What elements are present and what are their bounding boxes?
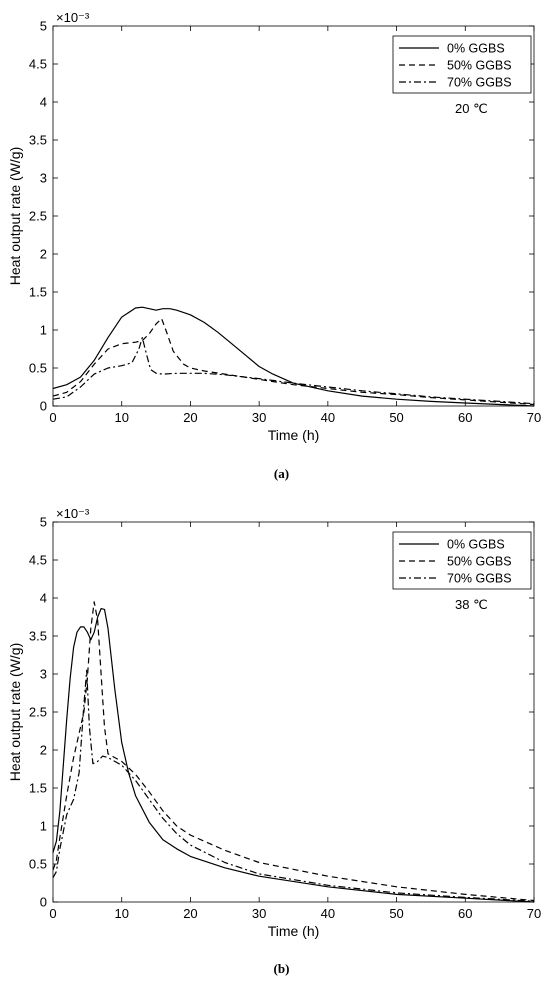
- y-tick-label: 0: [40, 399, 47, 414]
- y-tick-label: 0: [40, 895, 47, 910]
- y-tick-label: 2: [40, 743, 47, 758]
- x-tick-label: 60: [458, 410, 472, 425]
- temperature-annotation: 38 ℃: [455, 597, 488, 612]
- series-line: [52, 337, 535, 405]
- series-line: [52, 601, 535, 902]
- x-tick-label: 50: [389, 410, 403, 425]
- y-axis-label: Heat output rate (W/g): [7, 147, 23, 286]
- x-tick-label: 70: [527, 906, 541, 921]
- legend-box: [392, 531, 532, 590]
- y-tick-label: 4: [40, 591, 47, 606]
- x-tick-label: 60: [458, 906, 472, 921]
- panel-caption: (b): [274, 961, 290, 976]
- x-tick-label: 10: [114, 906, 128, 921]
- legend-entry-label: 0% GGBS: [447, 538, 505, 552]
- x-tick-label: 70: [527, 410, 541, 425]
- x-tick-label: 50: [389, 906, 403, 921]
- y-tick-label: 0.5: [29, 361, 47, 376]
- x-tick-label: 40: [321, 906, 335, 921]
- x-tick-label: 0: [49, 410, 56, 425]
- y-tick-label: 4.5: [29, 57, 47, 72]
- x-tick-label: 10: [114, 410, 128, 425]
- y-axis-label: Heat output rate (W/g): [7, 643, 23, 782]
- x-tick-label: 20: [183, 410, 197, 425]
- exponent-label: ×10⁻³: [56, 506, 90, 521]
- series-line: [52, 669, 535, 902]
- exponent-label: ×10⁻³: [56, 10, 90, 25]
- y-tick-label: 5: [40, 515, 47, 530]
- y-tick-label: 3: [40, 667, 47, 682]
- y-tick-label: 2.5: [29, 209, 47, 224]
- chart-panel: 0 10 20 30 40 50 60 70 0 0.5 1 1.5 2 2.5 3 3.5 4 4.5 5 ×10⁻…: [7, 10, 541, 481]
- panel-caption: (a): [274, 466, 289, 481]
- y-tick-label: 1.5: [29, 781, 47, 796]
- x-tick-label: 0: [49, 906, 56, 921]
- y-tick-label: 1: [40, 323, 47, 338]
- temperature-annotation: 20 ℃: [455, 101, 488, 116]
- y-tick-label: 2.5: [29, 705, 47, 720]
- y-tick-label: 4.5: [29, 553, 47, 568]
- y-tick-label: 1.5: [29, 285, 47, 300]
- x-tick-label: 40: [321, 410, 335, 425]
- legend: 0% GGBS 50% GGBS 70% GGBS: [392, 35, 532, 94]
- legend-box: [392, 35, 532, 94]
- x-tick-label: 20: [183, 906, 197, 921]
- y-tick-label: 0.5: [29, 857, 47, 872]
- x-axis-label: Time (h): [268, 427, 320, 443]
- y-tick-label: 3.5: [29, 629, 47, 644]
- y-tick-label: 4: [40, 95, 47, 110]
- y-tick-label: 1: [40, 819, 47, 834]
- series-line: [52, 607, 535, 903]
- legend-entry-label: 50% GGBS: [447, 555, 512, 569]
- y-tick-label: 2: [40, 247, 47, 262]
- x-axis-label: Time (h): [268, 923, 320, 939]
- series-line: [52, 318, 535, 406]
- series-line: [52, 306, 535, 407]
- legend: 0% GGBS 50% GGBS 70% GGBS: [392, 531, 532, 590]
- legend-entry-label: 70% GGBS: [447, 76, 512, 90]
- legend-entry-label: 50% GGBS: [447, 59, 512, 73]
- x-tick-label: 30: [252, 906, 266, 921]
- y-tick-label: 3.5: [29, 133, 47, 148]
- legend-entry-label: 70% GGBS: [447, 572, 512, 586]
- chart-panel: 0 10 20 30 40 50 60 70 0 0.5 1 1.5 2 2.5 3 3.5 4 4.5 5 ×10⁻…: [7, 506, 541, 976]
- y-tick-label: 3: [40, 171, 47, 186]
- x-tick-label: 30: [252, 410, 266, 425]
- y-tick-label: 5: [40, 19, 47, 34]
- legend-entry-label: 0% GGBS: [447, 42, 505, 56]
